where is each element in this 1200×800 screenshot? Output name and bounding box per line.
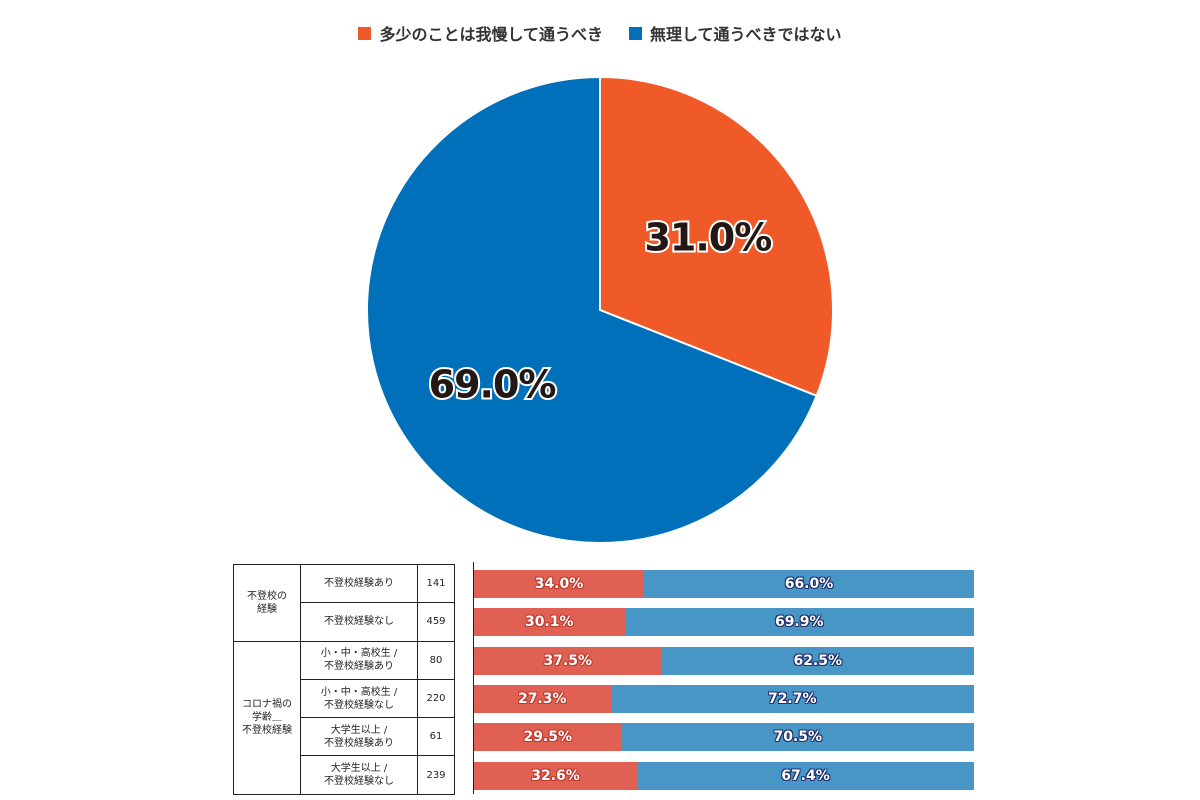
- chart-legend: 多少のことは我慢して通うべき 無理して通うべきではない: [0, 20, 1200, 46]
- legend-label-endure: 多少のことは我慢して通うべき: [379, 25, 603, 44]
- bar-row: 37.5% 62.5%: [474, 646, 974, 675]
- legend-item-not-force: 無理して通うべきではない: [629, 21, 842, 45]
- sample-size: 141: [417, 563, 455, 604]
- pie-slice-not-force: [366, 75, 818, 544]
- legend-swatch-endure: [358, 26, 372, 40]
- bar-value-label-endure: 32.6%: [531, 767, 580, 784]
- bar-segment-endure: 34.0%: [474, 570, 644, 598]
- bar-value-label-not-force: 67.4%: [781, 767, 830, 784]
- bar-value-label-not-force: 69.9%: [774, 614, 824, 631]
- legend-swatch-not-force: [629, 26, 642, 40]
- sample-size: 61: [417, 717, 455, 757]
- bar-segment-endure: 37.5%: [474, 646, 662, 675]
- category-label: 大学生以上 / 不登校経験なし: [300, 755, 418, 795]
- bar-value-label-endure: 30.1%: [524, 614, 574, 631]
- pie-chart: 31.0% 69.0%: [366, 75, 834, 544]
- bar-value-label-not-force: 70.5%: [773, 729, 823, 746]
- breakdown-table: 不登校の 経験 不登校経験あり 141 不登校経験なし 459 コロナ禍の 学齢＿ 不登校…: [233, 563, 455, 795]
- bar-segment-endure: 27.3%: [474, 684, 611, 713]
- pie-label-endure: 31.0%: [644, 216, 771, 260]
- bar-row: 32.6% 67.4%: [474, 761, 974, 790]
- sample-size: 239: [417, 755, 455, 795]
- bar-value-label-not-force: 66.0%: [784, 576, 834, 592]
- table-row: 大学生以上 / 不登校経験あり 61: [234, 717, 455, 757]
- bar-row: 27.3% 72.7%: [474, 684, 974, 713]
- bar-segment-not-force: 72.7%: [610, 684, 974, 713]
- bar-value-label-endure: 34.0%: [534, 576, 584, 592]
- bar-value-label-endure: 27.3%: [517, 690, 567, 707]
- sample-size: 459: [417, 602, 455, 642]
- bar-axis-line: [473, 562, 474, 794]
- bar-segment-endure: 32.6%: [474, 761, 637, 790]
- group-label: 不登校の 経験: [233, 564, 301, 642]
- pie-label-not-force: 69.0%: [429, 362, 556, 406]
- bar-value-label-not-force: 72.7%: [767, 690, 817, 707]
- sample-size: 220: [417, 678, 455, 719]
- bar-row: 29.5% 70.5%: [474, 723, 974, 752]
- bar-segment-not-force: 67.4%: [637, 761, 974, 790]
- category-label: 小・中・高校生 / 不登校経験なし: [300, 678, 418, 719]
- bar-segment-endure: 29.5%: [474, 723, 622, 752]
- category-label: 大学生以上 / 不登校経験あり: [300, 717, 418, 757]
- table-row: 小・中・高校生 / 不登校経験なし 220: [234, 678, 455, 719]
- bar-segment-not-force: 66.0%: [644, 570, 974, 598]
- category-label: 不登校経験あり: [300, 563, 418, 604]
- bar-value-label-endure: 37.5%: [543, 652, 593, 669]
- table-row: コロナ禍の 学齢＿ 不登校経験 小・中・高校生 / 不登校経験あり 80: [233, 640, 455, 795]
- table-row: 不登校の 経験 不登校経験あり 141: [233, 563, 455, 642]
- pie-slice-endure: [599, 75, 834, 398]
- bar-segment-not-force: 62.5%: [661, 646, 974, 675]
- category-label: 小・中・高校生 / 不登校経験あり: [300, 640, 418, 680]
- legend-item-endure: 多少のことは我慢して通うべき: [358, 21, 603, 45]
- legend-label-not-force: 無理して通うべきではない: [650, 25, 842, 44]
- group-label: コロナ禍の 学齢＿ 不登校経験: [233, 640, 301, 795]
- bar-row: 34.0% 66.0%: [474, 570, 974, 598]
- bar-value-label-endure: 29.5%: [523, 729, 573, 746]
- bar-segment-not-force: 70.5%: [621, 723, 974, 752]
- sample-size: 80: [417, 640, 455, 680]
- bar-segment-not-force: 69.9%: [624, 608, 974, 637]
- bar-row: 30.1% 69.9%: [474, 608, 974, 637]
- bar-segment-endure: 30.1%: [474, 608, 625, 637]
- category-label: 不登校経験なし: [300, 602, 418, 642]
- bar-value-label-not-force: 62.5%: [793, 652, 843, 669]
- table-row: 大学生以上 / 不登校経験なし 239: [234, 755, 455, 795]
